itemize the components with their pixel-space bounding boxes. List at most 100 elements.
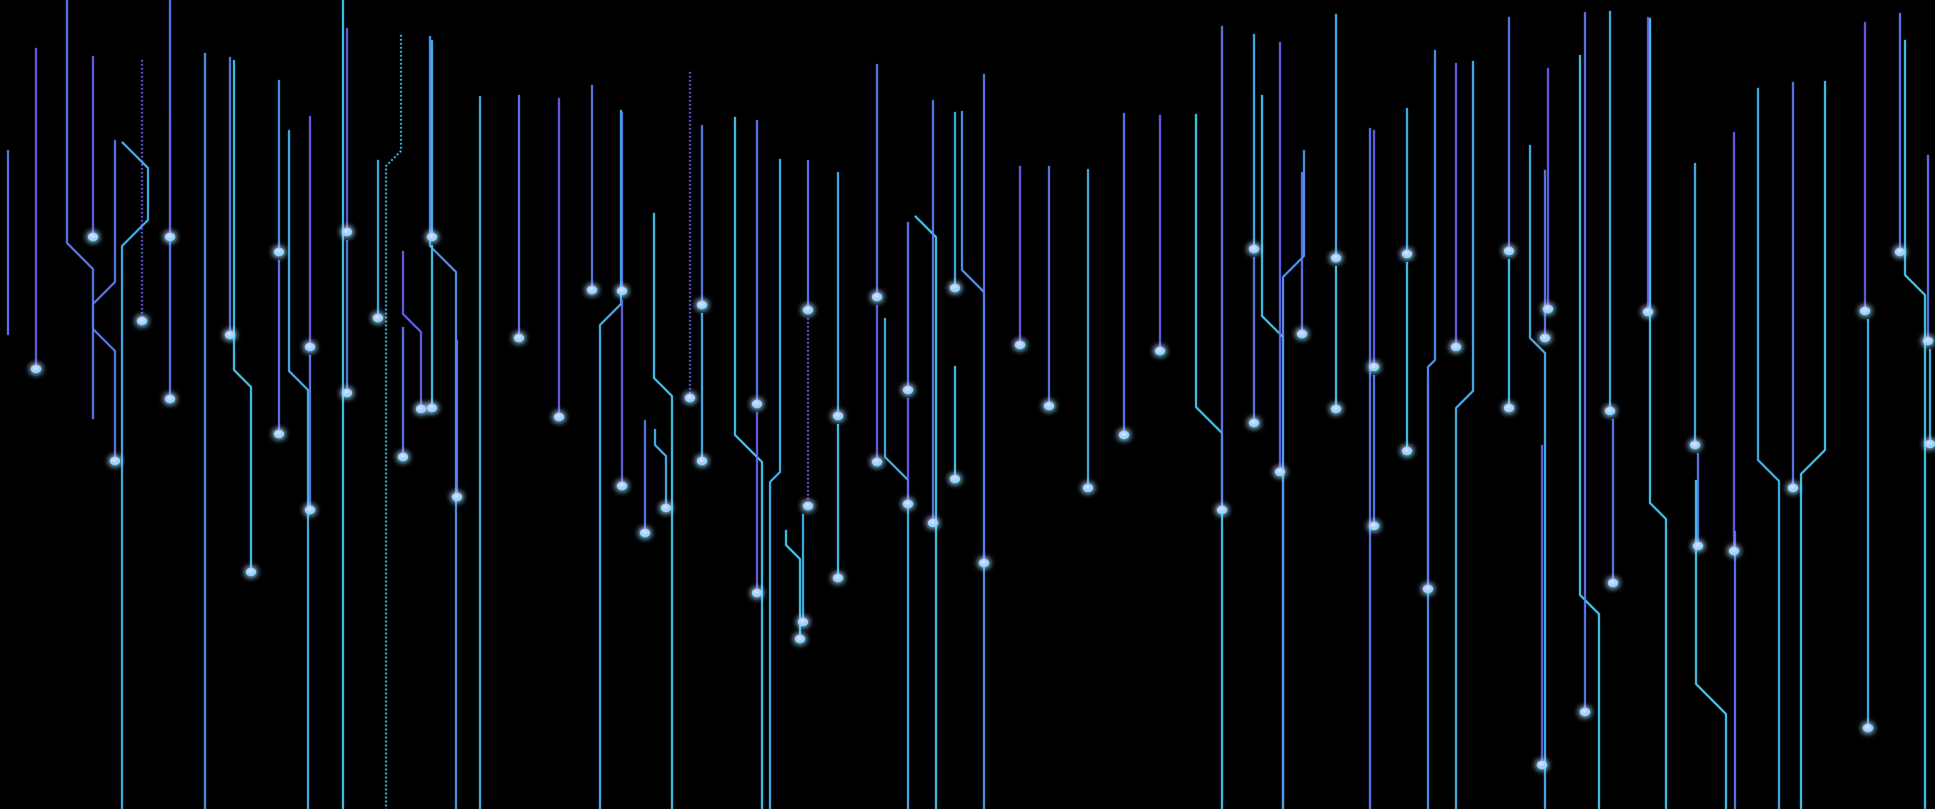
circuit-trace-endpoint-dot <box>304 505 316 515</box>
circuit-trace-endpoint-dot <box>304 342 316 352</box>
circuit-trace <box>403 251 421 409</box>
circuit-trace-endpoint-dot <box>273 247 285 257</box>
circuit-trace-endpoint-dot <box>109 456 121 466</box>
circuit-trace-endpoint-dot <box>1248 418 1260 428</box>
circuit-trace-endpoint-dot <box>1330 404 1342 414</box>
circuit-trace-endpoint-dot <box>802 501 814 511</box>
circuit-trace-endpoint-dot <box>1503 403 1515 413</box>
circuit-trace-endpoint-dot <box>696 456 708 466</box>
circuit-trace-endpoint-dot <box>1642 307 1654 317</box>
circuit-trace-endpoint-dot <box>273 429 285 439</box>
circuit-trace-endpoint-dot <box>927 518 939 528</box>
circuit-trace-endpoint-dot <box>1859 306 1871 316</box>
circuit-trace-endpoint-dot <box>684 393 696 403</box>
trace-lines-group <box>8 0 1930 809</box>
circuit-trace-endpoint-dot <box>30 364 42 374</box>
circuit-trace-endpoint-dot <box>1368 521 1380 531</box>
circuit-trace <box>770 159 780 809</box>
circuit-trace-endpoint-dot <box>1689 440 1701 450</box>
circuit-trace <box>430 36 456 809</box>
circuit-trace-endpoint-dot <box>1604 406 1616 416</box>
circuit-trace-endpoint-dot <box>1248 244 1260 254</box>
circuit-trace-endpoint-dot <box>164 232 176 242</box>
circuit-trace-endpoint-dot <box>1728 546 1740 556</box>
circuit-trace <box>1283 150 1304 809</box>
circuit-trace <box>122 142 148 809</box>
circuit-trace <box>1758 88 1779 809</box>
circuit-trace-endpoint-dot <box>902 499 914 509</box>
circuit-trace-endpoint-dot <box>1082 483 1094 493</box>
circuit-trace-endpoint-dot <box>1422 584 1434 594</box>
circuit-trace-endpoint-dot <box>1579 707 1591 717</box>
circuit-trace-endpoint-dot <box>751 588 763 598</box>
circuit-trace-endpoint-dot <box>639 528 651 538</box>
circuit-trace-endpoint-dot <box>553 412 565 422</box>
circuit-trace <box>1456 61 1473 809</box>
circuit-trace-endpoint-dot <box>1894 247 1906 257</box>
circuit-trace-endpoint-dot <box>341 388 353 398</box>
circuit-trace-endpoint-dot <box>586 285 598 295</box>
circuit-trace-endpoint-dot <box>1862 723 1874 733</box>
circuit-trace-endpoint-dot <box>1043 401 1055 411</box>
circuit-trace <box>1196 114 1222 809</box>
circuit-trace-endpoint-dot <box>1014 340 1026 350</box>
circuit-trace-endpoint-dot <box>1607 578 1619 588</box>
circuit-trace-endpoint-dot <box>978 558 990 568</box>
circuit-trace-endpoint-dot <box>696 300 708 310</box>
circuit-trace-endpoint-dot <box>451 492 463 502</box>
circuit-trace-endpoint-dot <box>1118 430 1130 440</box>
circuit-trace-endpoint-dot <box>832 411 844 421</box>
circuit-trace-endpoint-dot <box>1787 483 1799 493</box>
circuit-trace-endpoint-dot <box>245 567 257 577</box>
circuit-trace <box>655 429 666 508</box>
circuit-trace-endpoint-dot <box>616 481 628 491</box>
circuit-trace-endpoint-dot <box>902 385 914 395</box>
circuit-trace-endpoint-dot <box>1330 253 1342 263</box>
circuit-trace-endpoint-dot <box>797 617 809 627</box>
circuit-trace-endpoint-dot <box>224 330 236 340</box>
circuit-trace <box>93 140 115 461</box>
circuit-trace-endpoint-dot <box>794 634 806 644</box>
circuit-trace-endpoint-dot <box>949 474 961 484</box>
circuit-trace-endpoint-dot <box>513 333 525 343</box>
circuit-trace-endpoint-dot <box>1368 362 1380 372</box>
circuit-trace-endpoint-dot <box>415 404 427 414</box>
circuit-trace-endpoint-dot <box>426 403 438 413</box>
circuit-trace-endpoint-dot <box>802 305 814 315</box>
circuit-trace-endpoint-dot <box>616 286 628 296</box>
circuit-trace-endpoint-dot <box>1536 760 1548 770</box>
circuit-trace-endpoint-dot <box>871 292 883 302</box>
circuit-trace-endpoint-dot <box>426 232 438 242</box>
circuit-trace <box>1580 55 1599 809</box>
circuit-trace-endpoint-dot <box>949 283 961 293</box>
circuit-trace <box>1696 480 1726 809</box>
circuit-trace-endpoint-dot <box>1296 329 1308 339</box>
circuit-trace-endpoint-dot <box>1401 446 1413 456</box>
circuit-trace <box>1801 81 1825 809</box>
circuit-trace-endpoint-dot <box>1542 304 1554 314</box>
circuit-trace-endpoint-dot <box>1692 541 1704 551</box>
circuit-trace-endpoint-dot <box>1924 439 1935 449</box>
circuit-trace <box>234 60 251 572</box>
circuit-trace-endpoint-dot <box>871 457 883 467</box>
circuit-trace-endpoint-dot <box>1539 333 1551 343</box>
circuit-trace-endpoint-dot <box>660 503 672 513</box>
circuit-trace <box>1530 145 1545 809</box>
circuit-trace-endpoint-dot <box>1450 342 1462 352</box>
trace-dots-group <box>30 227 1935 770</box>
circuit-trace <box>735 117 762 809</box>
circuit-trace-endpoint-dot <box>1216 505 1228 515</box>
circuit-trace-endpoint-dot <box>87 232 99 242</box>
circuit-trace-endpoint-dot <box>1503 246 1515 256</box>
circuit-trace-endpoint-dot <box>341 227 353 237</box>
circuit-trace-endpoint-dot <box>136 316 148 326</box>
circuit-trace-endpoint-dot <box>1274 467 1286 477</box>
circuit-trace <box>1650 18 1666 809</box>
circuit-trace-endpoint-dot <box>397 452 409 462</box>
circuit-trace <box>1905 40 1925 809</box>
circuit-trace-endpoint-dot <box>164 394 176 404</box>
circuit-trace-endpoint-dot <box>1401 249 1413 259</box>
